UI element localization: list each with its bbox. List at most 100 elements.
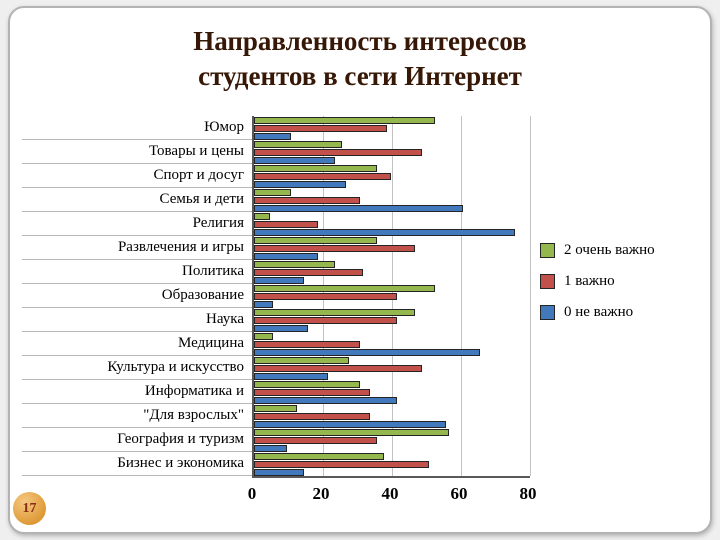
- category-label: Медицина: [22, 332, 252, 356]
- value-axis-tick-label: 40: [381, 484, 399, 503]
- bar: [254, 292, 398, 300]
- value-axis-tick-label: 0: [247, 484, 257, 503]
- legend-swatch: [540, 243, 555, 258]
- legend: 2 очень важно 1 важно 0 не важно: [540, 242, 655, 321]
- bar: [254, 132, 291, 140]
- plot-area: [252, 116, 531, 478]
- bar: [254, 388, 370, 396]
- bar: [254, 156, 336, 164]
- category-label: Наука: [22, 308, 252, 332]
- bar: [254, 236, 377, 244]
- category-label: Бизнес и экономика: [22, 452, 252, 476]
- bar-group: [254, 356, 530, 380]
- bar-group: [254, 140, 530, 164]
- bar: [254, 332, 274, 340]
- bar-group: [254, 428, 530, 452]
- bar: [254, 148, 422, 156]
- legend-item: 1 важно: [540, 273, 655, 290]
- bar: [254, 412, 370, 420]
- gridline: [461, 116, 462, 476]
- bar-group: [254, 332, 530, 356]
- bar: [254, 428, 450, 436]
- category-label: Товары и цены: [22, 140, 252, 164]
- page-number-badge: 17: [13, 492, 46, 525]
- bar: [254, 268, 363, 276]
- bar: [254, 204, 463, 212]
- bar: [254, 460, 429, 468]
- bar: [254, 364, 422, 372]
- slide: Направленность интересов студентов в сет…: [8, 6, 712, 534]
- bar: [254, 188, 291, 196]
- bar: [254, 420, 446, 428]
- bar-group: [254, 284, 530, 308]
- bar: [254, 444, 288, 452]
- legend-item: 2 очень важно: [540, 242, 655, 259]
- bar-group: [254, 260, 530, 284]
- category-label: География и туризм: [22, 428, 252, 452]
- bar: [254, 116, 436, 124]
- legend-label: 1 важно: [564, 273, 615, 289]
- bar: [254, 396, 398, 404]
- legend-item: 0 не важно: [540, 304, 655, 321]
- bar: [254, 316, 398, 324]
- bar: [254, 260, 336, 268]
- bar: [254, 380, 360, 388]
- legend-label: 2 очень важно: [564, 242, 655, 258]
- bar: [254, 180, 346, 188]
- bar: [254, 468, 305, 476]
- bar-group: [254, 308, 530, 332]
- bar: [254, 164, 377, 172]
- bar-group: [254, 404, 530, 428]
- category-label: Образование: [22, 284, 252, 308]
- bar: [254, 228, 515, 236]
- bar: [254, 252, 319, 260]
- category-label: Информатика и: [22, 380, 252, 404]
- category-label: "Для взрослых": [22, 404, 252, 428]
- bar-rows: [254, 116, 530, 476]
- bar: [254, 436, 377, 444]
- bar-group: [254, 380, 530, 404]
- category-label: Религия: [22, 212, 252, 236]
- value-axis-tick-label: 80: [519, 484, 537, 503]
- bar: [254, 284, 436, 292]
- bar-group: [254, 452, 530, 476]
- bar: [254, 172, 391, 180]
- legend-label: 0 не важно: [564, 304, 634, 320]
- chart-title: Направленность интересов студентов в сет…: [193, 26, 527, 92]
- bar: [254, 356, 350, 364]
- category-label: Юмор: [22, 116, 252, 140]
- bar: [254, 300, 274, 308]
- value-axis-tick-label: 60: [450, 484, 468, 503]
- category-label: Семья и дети: [22, 188, 252, 212]
- category-label: Спорт и досуг: [22, 164, 252, 188]
- bar: [254, 220, 319, 228]
- bar: [254, 124, 388, 132]
- bar: [254, 276, 305, 284]
- page-number: 17: [22, 500, 37, 516]
- bar: [254, 340, 360, 348]
- bar: [254, 324, 308, 332]
- bar: [254, 212, 270, 220]
- legend-swatch: [540, 305, 555, 320]
- category-label: Культура и искусство: [22, 356, 252, 380]
- category-label: Политика: [22, 260, 252, 284]
- bar: [254, 452, 384, 460]
- bar: [254, 308, 415, 316]
- bar-group: [254, 236, 530, 260]
- category-label: Развлечения и игры: [22, 236, 252, 260]
- bar: [254, 372, 329, 380]
- legend-swatch: [540, 274, 555, 289]
- value-axis: 0 20 40 60 80: [248, 482, 537, 508]
- bar-group: [254, 116, 530, 140]
- bar: [254, 404, 298, 412]
- bar: [254, 244, 415, 252]
- bar: [254, 196, 360, 204]
- bar-chart: Юмор Товары и цены Спорт и досуг Семья и де…: [22, 110, 710, 518]
- category-axis: Юмор Товары и цены Спорт и досуг Семья и де…: [22, 116, 252, 476]
- value-axis-tick-label: 20: [312, 484, 330, 503]
- bar-group: [254, 188, 530, 212]
- gridline: [530, 116, 531, 476]
- bar-group: [254, 212, 530, 236]
- bar-group: [254, 164, 530, 188]
